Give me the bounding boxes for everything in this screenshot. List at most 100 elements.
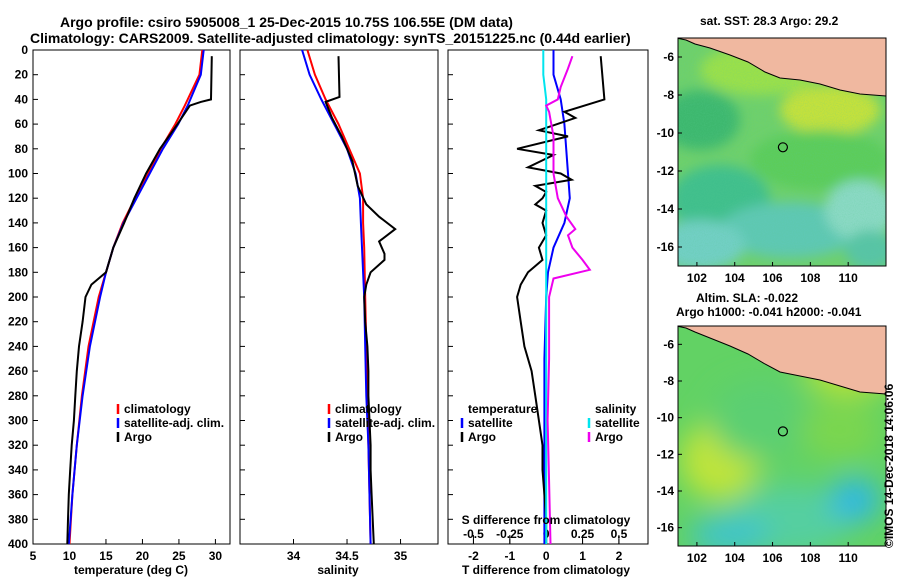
sla-map-argo-marker	[777, 426, 789, 437]
temperature-xlabel: temperature (deg C)	[74, 563, 188, 577]
difference-xtick-label: -1	[504, 549, 515, 563]
salinity-xtick-label: 34.5	[335, 549, 359, 563]
temperature-ytick-label: 340	[8, 463, 28, 477]
difference-xtick-label: 0	[543, 549, 550, 563]
difference-x-ticks: -2 -1 0 1 2	[448, 49, 623, 563]
temperature-series	[66, 49, 213, 545]
sst-map-argo-marker	[777, 142, 789, 153]
sst-map-xtick-label: 108	[800, 271, 820, 285]
difference-x2tick-label: 0.5	[611, 527, 628, 541]
sst-map-xtick-label: 102	[687, 271, 707, 285]
temperature-ytick-label: 140	[8, 216, 28, 230]
sst-map-ytick-label: -8	[663, 88, 674, 102]
temperature-ytick-label: 120	[8, 191, 28, 205]
sst-map-xtick-label: 110	[839, 271, 859, 285]
sst-map-xtick-label: 104	[725, 271, 745, 285]
temperature-ytick-label: 300	[8, 414, 28, 428]
sla-map-ytick-label: -6	[663, 337, 674, 351]
sla-map-field	[678, 326, 886, 546]
salinity-xtick-label: 35	[394, 549, 408, 563]
temperature-ytick-label: 180	[8, 265, 28, 279]
temperature-xtick-label: 25	[172, 549, 186, 563]
temperature-legend-argo: Argo	[124, 430, 152, 444]
sst-map-panel: sat. SST: 28.3 Argo: 29.2 102 104 106 108 11…	[657, 14, 887, 285]
sst-map-ytick-label: -12	[657, 164, 675, 178]
salinity-legend-satellite: satellite-adj. clim.	[335, 416, 435, 430]
temperature-ytick-label: 360	[8, 488, 28, 502]
temperature-plot-frame	[32, 49, 231, 545]
difference-line-s-argo	[544, 55, 592, 545]
difference-x2tick-label: -0.25	[496, 527, 524, 541]
difference-series	[516, 50, 606, 545]
salinity-line-argo	[324, 56, 397, 545]
temperature-xtick-label: 5	[30, 549, 37, 563]
sla-map-x-ticks: 102 104 106 108 110	[687, 542, 858, 565]
temperature-ytick-label: 240	[8, 339, 28, 353]
sla-map-title-line2: Argo h1000: -0.041 h2000: -0.041	[676, 305, 862, 319]
salinity-series	[301, 49, 397, 545]
sla-map-frame	[677, 325, 887, 547]
difference-line-t-argo	[516, 56, 606, 544]
temperature-ytick-label: 260	[8, 364, 28, 378]
temperature-ytick-label: 220	[8, 315, 28, 329]
legend-salinity-heading: salinity	[595, 402, 637, 416]
temperature-ytick-label: 80	[15, 142, 29, 156]
sla-map-xtick-label: 106	[763, 551, 783, 565]
temperature-xtick-label: 30	[209, 549, 223, 563]
temperature-legend-satellite: satellite-adj. clim.	[124, 416, 224, 430]
imos-credit: ©IMOS 14-Dec-2018 14:06:06	[882, 383, 896, 548]
legend-salinity-satellite: satellite	[595, 416, 640, 430]
sst-map-ytick-label: -6	[663, 50, 674, 64]
temperature-legend-climatology: climatology	[124, 402, 191, 416]
sla-map-ytick-label: -16	[657, 521, 675, 535]
sla-map-y-ticks: -6 -8 -10 -12 -14 -16	[657, 337, 682, 535]
difference-xlabel: T difference from climatology	[462, 563, 630, 577]
salinity-panel: 34 34.5 35 salinity climatology satellite-…	[239, 49, 439, 577]
temperature-ytick-label: 200	[8, 290, 28, 304]
sst-map-ytick-label: -16	[657, 240, 675, 254]
temperature-xtick-label: 10	[63, 549, 77, 563]
difference-xtick-label: 1	[579, 549, 586, 563]
legend-temperature-satellite: satellite	[468, 416, 513, 430]
temperature-x-ticks: 5 10 15 20 25 30	[30, 539, 223, 563]
difference-xtick-label: -2	[468, 549, 479, 563]
difference-line-s-satellite	[542, 50, 548, 544]
sla-map-panel: Altim. SLA: -0.022 Argo h1000: -0.041 h2…	[657, 291, 887, 565]
legend-temperature-heading: temperature	[468, 402, 538, 416]
difference-legend-salinity: salinity satellite Argo	[587, 402, 640, 444]
figure-title-line2: Climatology: CARS2009. Satellite-adjuste…	[30, 30, 631, 46]
sla-map-ytick-label: -8	[663, 374, 674, 388]
temperature-panel: 0 20 40 60 80 100 120 140 160 180 200 220 240 260 280 3…	[8, 43, 231, 577]
figure-title-line1: Argo profile: csiro 5905008_1 25-Dec-201…	[60, 14, 513, 30]
sst-map-land	[678, 38, 886, 97]
temperature-ytick-label: 380	[8, 512, 28, 526]
temperature-line-argo	[66, 56, 213, 545]
sla-map-xtick-label: 110	[839, 551, 859, 565]
temperature-xtick-label: 20	[136, 549, 150, 563]
temperature-ytick-label: 60	[15, 117, 29, 131]
temperature-ytick-label: 280	[8, 389, 28, 403]
difference-line-t-satellite	[543, 50, 571, 544]
difference-x2tick-label: 0.25	[571, 527, 595, 541]
temperature-xtick-label: 15	[99, 549, 113, 563]
sla-map-xtick-label: 108	[800, 551, 820, 565]
difference-xtick-label: 2	[616, 549, 623, 563]
salinity-xtick-label: 34	[287, 549, 301, 563]
sst-map-y-ticks: -6 -8 -10 -12 -14 -16	[657, 50, 682, 254]
legend-temperature-argo: Argo	[468, 430, 496, 444]
salinity-x-ticks: 34 34.5 35	[240, 49, 408, 563]
sst-map-ytick-label: -14	[657, 202, 675, 216]
sla-map-xtick-label: 102	[687, 551, 707, 565]
temperature-legend: climatology satellite-adj. clim. Argo	[116, 402, 224, 444]
difference-legend-temperature: temperature satellite Argo	[460, 402, 538, 444]
difference-x2label: S difference from climatology	[462, 513, 631, 527]
sst-map-frame	[677, 37, 887, 267]
sla-map-ytick-label: -10	[657, 411, 675, 425]
temperature-y-ticks: 0 20 40 60 80 100 120 140 160 180 200 220 240 260 280 3…	[8, 43, 38, 551]
temperature-ytick-label: 40	[15, 92, 29, 106]
temperature-ytick-label: 400	[8, 537, 28, 551]
sst-map-ytick-label: -10	[657, 126, 675, 140]
temperature-ytick-label: 100	[8, 167, 28, 181]
salinity-legend-climatology: climatology	[335, 402, 402, 416]
